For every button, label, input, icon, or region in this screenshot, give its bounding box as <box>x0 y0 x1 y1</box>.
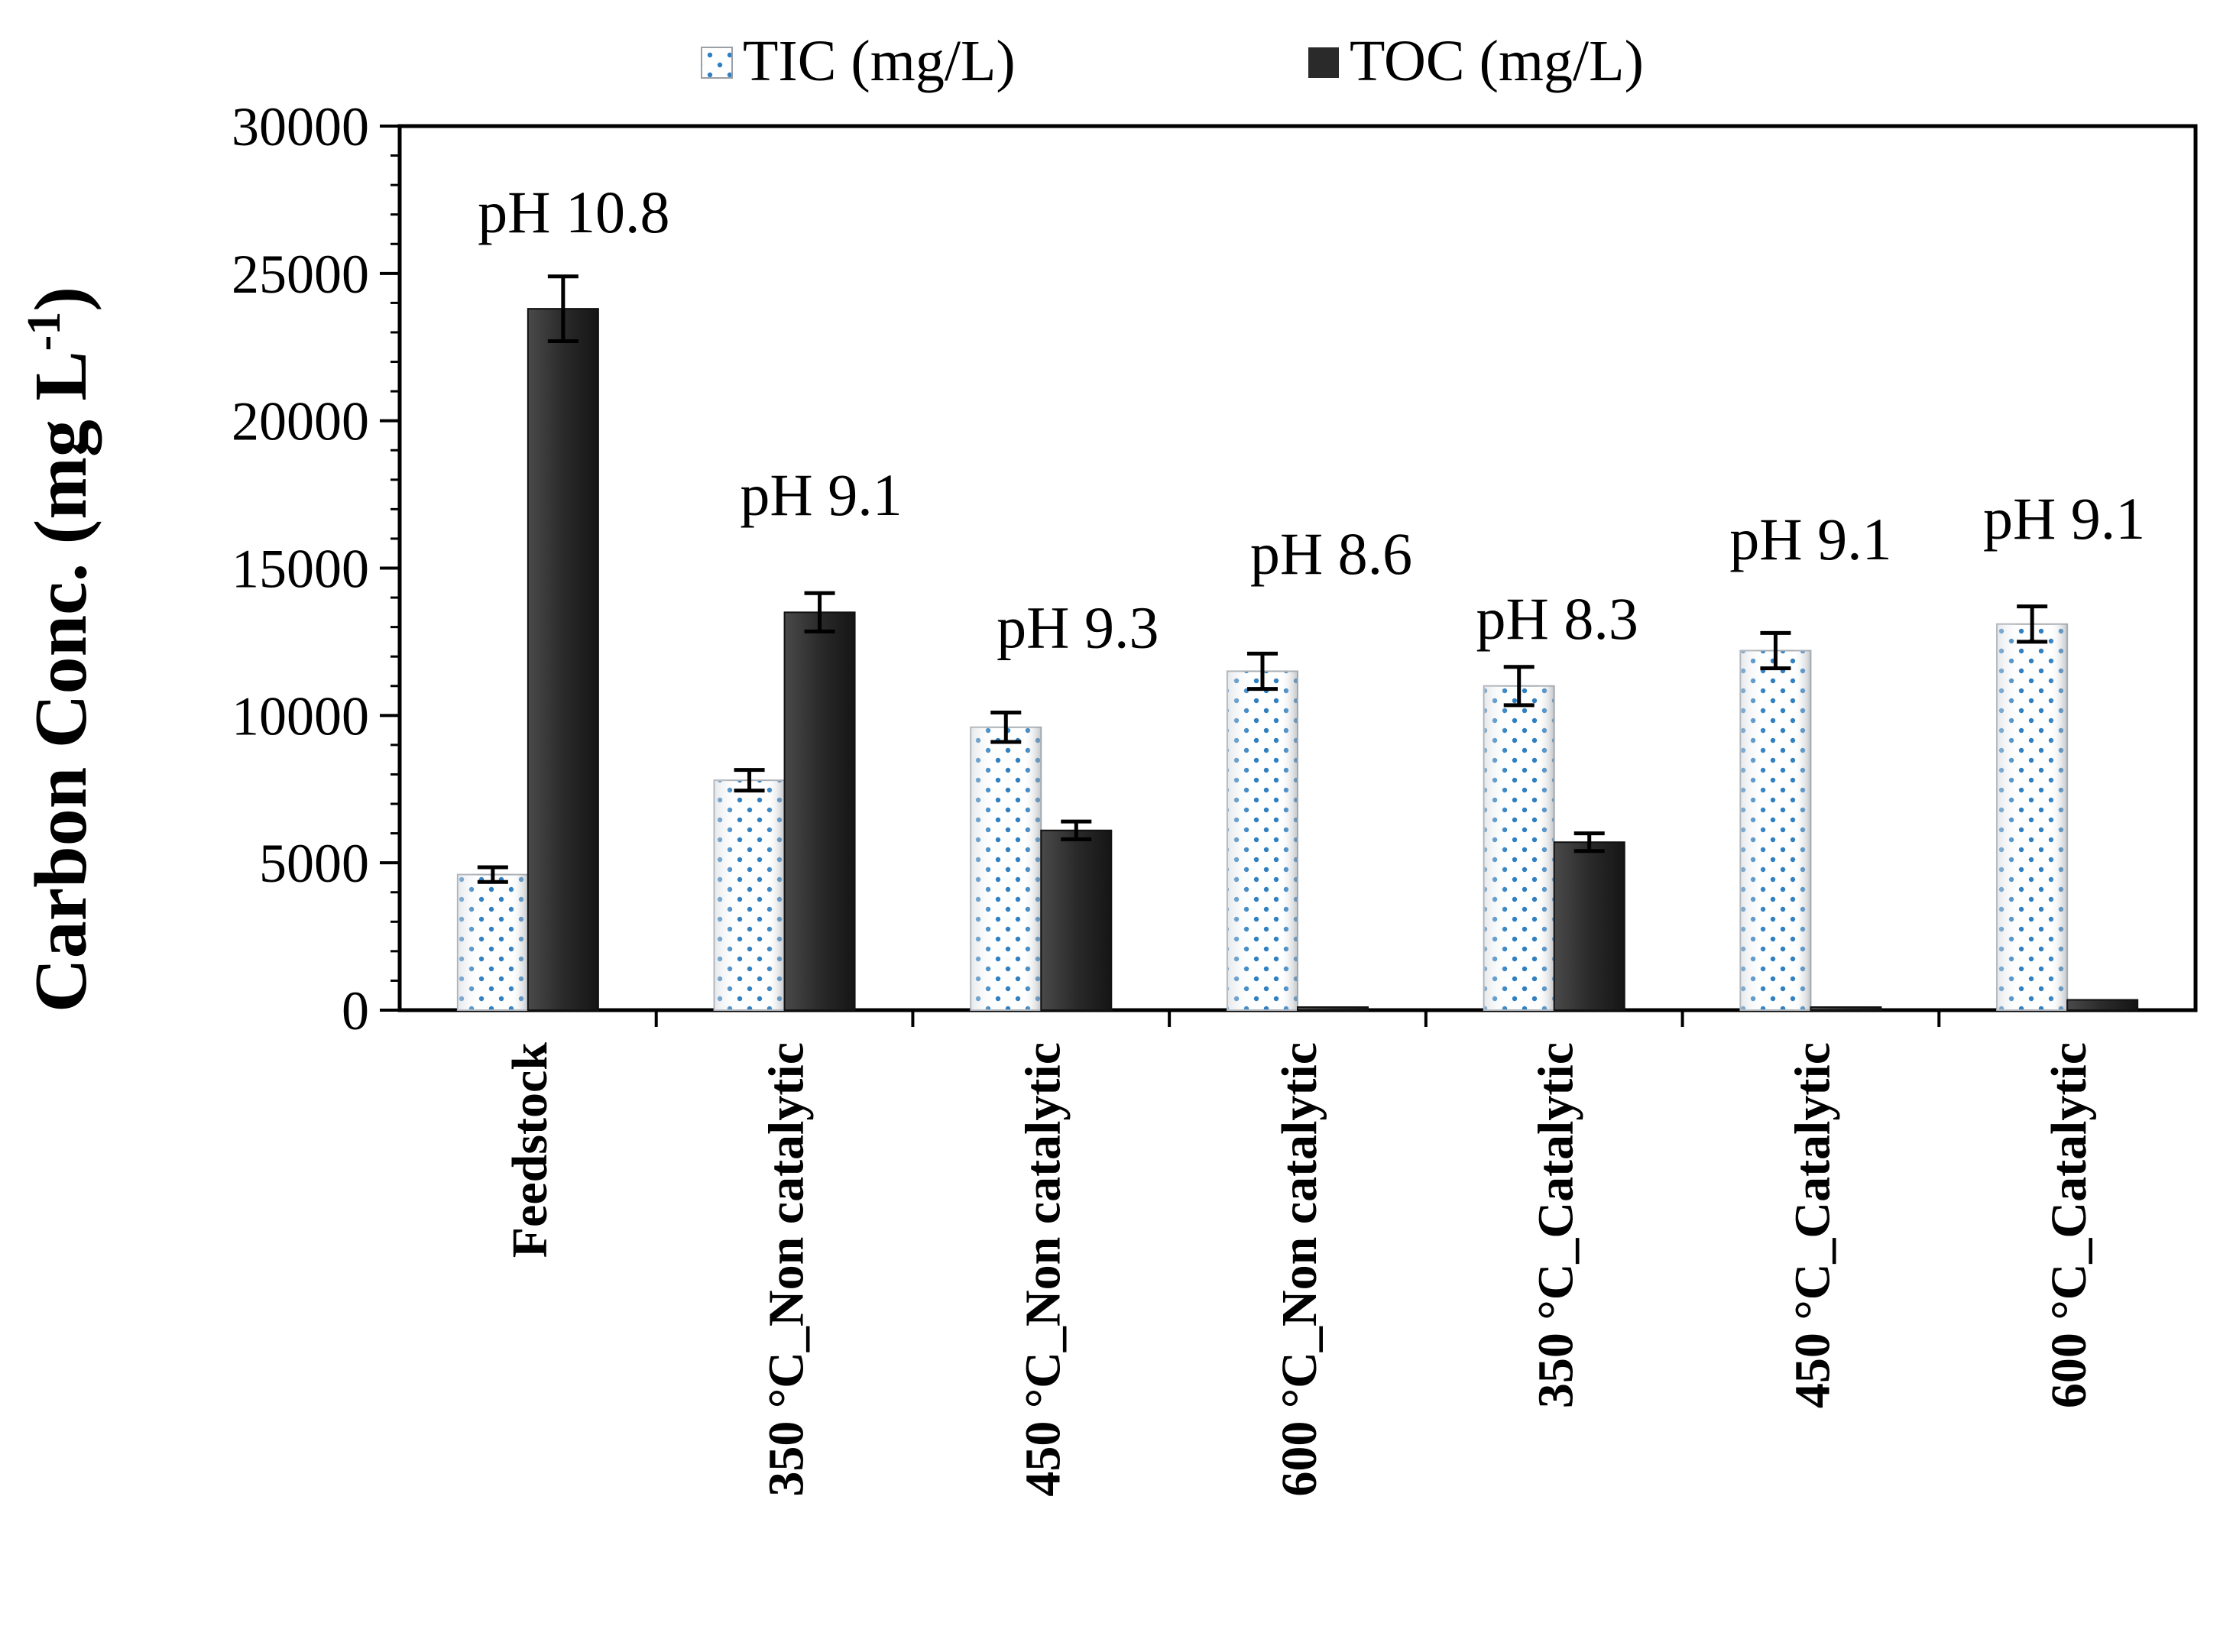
bar-toc <box>527 308 599 1011</box>
legend-swatch-toc <box>1308 47 1339 78</box>
y-axis-title-close: ) <box>20 287 102 312</box>
ph-label: pH 9.3 <box>997 594 1159 661</box>
ph-annotations: pH 10.8 pH 9.1 pH 9.3 pH 8.6 pH 8.3 pH 9.1 pH … <box>478 179 2145 661</box>
bar-toc <box>783 611 856 1011</box>
bar-toc <box>1553 841 1625 1012</box>
category-label: 600 °C_Non catalytic <box>1272 1042 1327 1497</box>
ph-label: pH 10.8 <box>478 179 669 245</box>
y-tick-label: 30000 <box>232 96 369 157</box>
y-axis-title-sup: -1 <box>18 312 70 351</box>
bars <box>456 308 2139 1012</box>
y-tick-label: 0 <box>342 980 369 1041</box>
bar-tic-shade <box>1740 650 1811 1010</box>
bar-toc <box>1810 1006 1882 1011</box>
category-label: 450 °C_Catalytic <box>1784 1042 1840 1408</box>
bar-tic-shade <box>1227 671 1298 1010</box>
y-tick-label: 5000 <box>259 833 369 894</box>
bar-tic-shade <box>971 727 1042 1010</box>
ph-label: pH 9.1 <box>1983 485 2145 552</box>
category-label: 350 °C_Catalytic <box>1528 1042 1584 1408</box>
category-label: 350 °C_Non catalytic <box>759 1042 815 1497</box>
bar-tic-shade <box>1483 685 1554 1010</box>
bar-toc <box>1040 829 1113 1011</box>
bar-toc <box>2066 999 2139 1012</box>
legend-label-toc: TOC (mg/L) <box>1350 29 1644 93</box>
x-axis <box>654 1010 1941 1027</box>
bar-toc <box>1297 1006 1369 1011</box>
y-tick-label: 20000 <box>232 391 369 452</box>
y-axis: 0 5000 10000 15000 20000 25000 30000 <box>232 96 400 1041</box>
y-axis-title: Carbon Conc. (mg L-1) <box>18 287 102 1012</box>
category-label: 450 °C_Non catalytic <box>1015 1042 1071 1497</box>
bar-tic-shade <box>1997 624 2068 1010</box>
y-tick-label: 25000 <box>232 244 369 305</box>
legend-swatch-tic <box>701 47 733 79</box>
legend-label-tic: TIC (mg/L) <box>743 29 1016 93</box>
ph-label: pH 9.1 <box>740 462 902 528</box>
legend: TIC (mg/L) TOC (mg/L) <box>701 29 1644 93</box>
y-axis-title-main: Carbon Conc. (mg L <box>20 351 102 1012</box>
error-bars <box>477 274 2048 884</box>
ph-label: pH 9.1 <box>1729 506 1891 572</box>
y-tick-label: 10000 <box>232 685 369 747</box>
bar-tic-shade <box>457 874 528 1010</box>
ph-label: pH 8.6 <box>1250 520 1412 587</box>
category-labels: Feedstock 350 °C_Non catalytic 450 °C_Non … <box>502 1042 2097 1497</box>
category-label: 600 °C_Catalytic <box>2041 1042 2097 1408</box>
category-label: Feedstock <box>502 1042 558 1258</box>
ph-label: pH 8.3 <box>1476 585 1638 652</box>
y-tick-label: 15000 <box>232 539 369 600</box>
bar-tic-shade <box>714 780 785 1010</box>
